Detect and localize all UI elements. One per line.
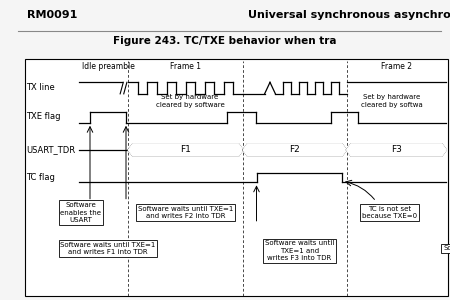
Text: Software waits until TXE=1
and writes F2 into TDR: Software waits until TXE=1 and writes F2… xyxy=(138,206,233,219)
Text: Figure 243. TC/TXE behavior when tra: Figure 243. TC/TXE behavior when tra xyxy=(113,36,337,46)
Text: Universal synchronous asynchro: Universal synchronous asynchro xyxy=(248,10,450,20)
Text: Sof: Sof xyxy=(443,245,450,251)
Text: TX line: TX line xyxy=(26,83,55,92)
Text: Idle preamble: Idle preamble xyxy=(81,62,135,71)
Text: RM0091: RM0091 xyxy=(27,10,77,20)
Text: F3: F3 xyxy=(391,146,402,154)
Text: Software waits until TXE=1
and writes F1 into TDR: Software waits until TXE=1 and writes F1… xyxy=(60,242,156,255)
Polygon shape xyxy=(128,144,243,156)
Text: Software
enables the
USART: Software enables the USART xyxy=(60,202,102,223)
Text: F2: F2 xyxy=(289,146,300,154)
Text: Set by hardware
cleared by software: Set by hardware cleared by software xyxy=(156,94,225,108)
Text: Frame 1: Frame 1 xyxy=(170,62,201,71)
Polygon shape xyxy=(346,144,446,156)
Text: Frame 2: Frame 2 xyxy=(381,62,412,71)
Text: F1: F1 xyxy=(180,146,191,154)
Polygon shape xyxy=(243,144,346,156)
Text: USART_TDR: USART_TDR xyxy=(26,146,75,154)
Text: TC flag: TC flag xyxy=(26,172,55,182)
Text: Set by hardware
cleared by softwa: Set by hardware cleared by softwa xyxy=(361,94,423,108)
Text: TC is not set
because TXE=0: TC is not set because TXE=0 xyxy=(362,206,417,219)
Text: TXE flag: TXE flag xyxy=(26,112,61,121)
Text: Software waits until
TXE=1 and
writes F3 into TDR: Software waits until TXE=1 and writes F3… xyxy=(265,240,334,261)
